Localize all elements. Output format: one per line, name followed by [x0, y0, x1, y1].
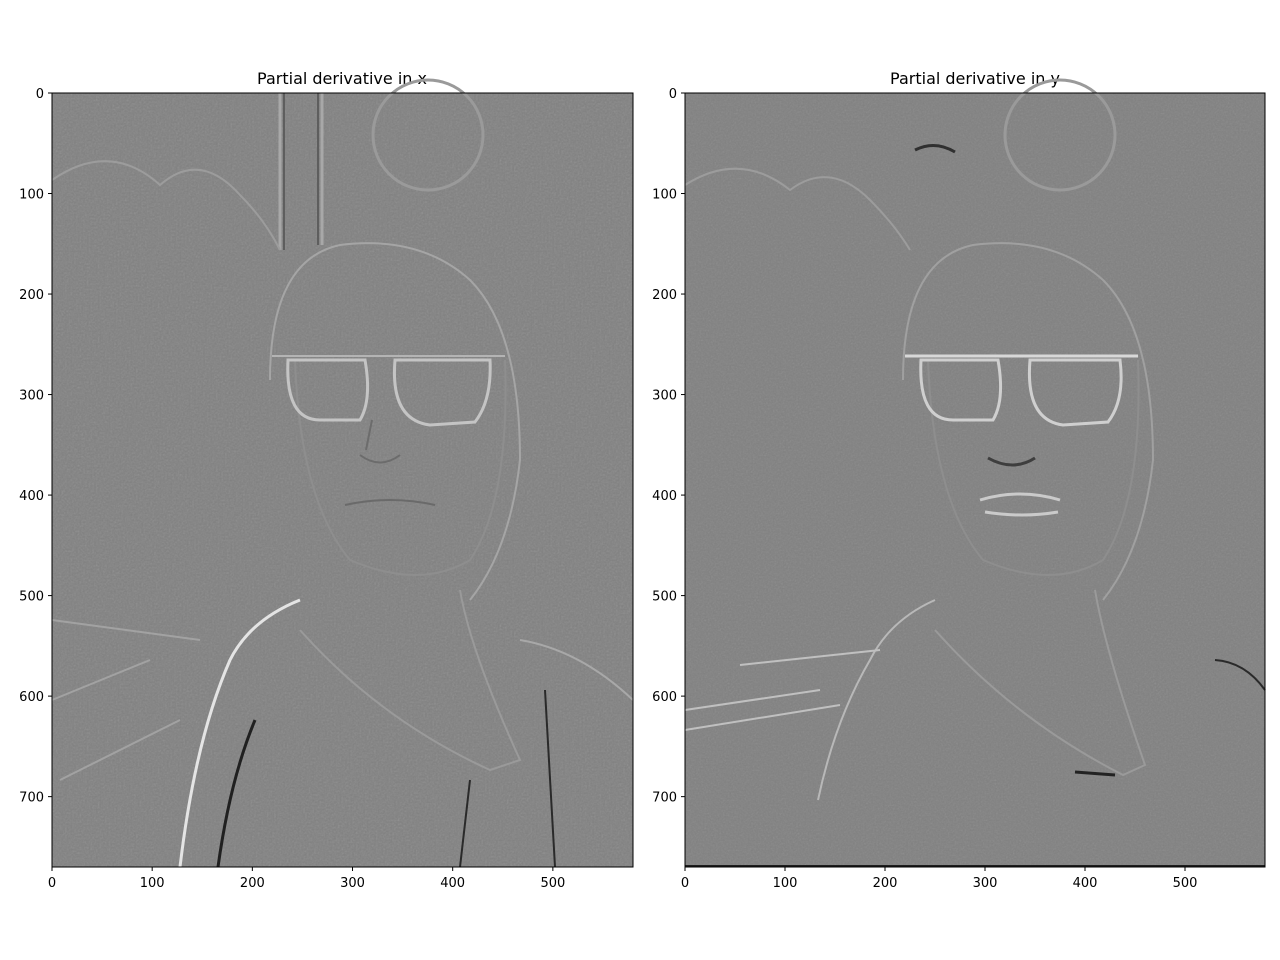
y-tick-label: 400 [652, 489, 677, 504]
edge-street-lines [51, 619, 201, 781]
edge-nose [359, 419, 401, 464]
y-tick-label: 300 [19, 389, 44, 404]
edge-mouth [979, 492, 1061, 517]
x-tick-label: 100 [773, 876, 798, 891]
edge-hair-outline [269, 242, 522, 601]
image-texture [685, 93, 1265, 867]
y-axis: 0 100 200 300 400 500 600 700 [652, 87, 685, 806]
x-axis: 0 100 200 300 400 500 [48, 867, 565, 891]
x-tick-label: 500 [1173, 876, 1198, 891]
y-tick-label: 200 [19, 288, 44, 303]
x-axis: 0 100 200 300 400 500 [681, 867, 1198, 891]
edge-features [684, 78, 1266, 867]
y-tick-label: 600 [19, 690, 44, 705]
edge-street-lines [684, 649, 881, 731]
edge-shoulder-right [1214, 659, 1266, 691]
y-tick-label: 300 [652, 389, 677, 404]
y-tick-label: 0 [669, 87, 677, 102]
subplot-title: Partial derivative in x [257, 69, 427, 88]
y-tick-label: 600 [652, 690, 677, 705]
image-texture [52, 93, 633, 867]
edge-collar [299, 589, 522, 772]
edge-lamp-post-dark [283, 93, 319, 250]
y-tick-label: 400 [19, 489, 44, 504]
edge-face-outline [294, 359, 507, 576]
edge-glasses-right [1027, 358, 1123, 427]
axes-frame [51, 92, 634, 868]
edge-face-outline [927, 359, 1140, 576]
edge-lamp-post [278, 93, 324, 250]
edge-shoulder-right [519, 639, 634, 701]
edge-strap-right [459, 689, 556, 868]
x-tick-label: 500 [540, 876, 565, 891]
x-tick-label: 200 [240, 876, 265, 891]
x-tick-label: 0 [681, 876, 689, 891]
y-tick-label: 0 [36, 87, 44, 102]
y-tick-label: 700 [19, 791, 44, 806]
edge-mouth [344, 499, 436, 506]
x-tick-label: 0 [48, 876, 56, 891]
axes-frame [684, 92, 1266, 868]
y-tick-label: 500 [19, 590, 44, 605]
y-tick-label: 700 [652, 791, 677, 806]
edge-nose [987, 456, 1036, 467]
subplot-dy: Partial derivative in y [652, 69, 1266, 891]
x-tick-label: 400 [440, 876, 465, 891]
x-tick-label: 300 [973, 876, 998, 891]
edge-jacket-left [817, 599, 936, 801]
edge-collar [934, 589, 1147, 777]
edge-features [51, 78, 634, 868]
edge-collar-dark [1074, 770, 1116, 777]
x-tick-label: 300 [340, 876, 365, 891]
x-tick-label: 100 [140, 876, 165, 891]
subplot-dx: Partial derivative in x [19, 69, 634, 891]
subplot-title: Partial derivative in y [890, 69, 1060, 88]
x-tick-label: 200 [873, 876, 898, 891]
y-tick-label: 200 [652, 288, 677, 303]
edge-lamp-post-top [914, 144, 956, 154]
x-tick-label: 400 [1073, 876, 1098, 891]
y-tick-label: 500 [652, 590, 677, 605]
edge-tree-canopy [51, 160, 281, 251]
image-area [684, 78, 1266, 867]
edge-glasses-left [919, 358, 1003, 422]
edge-glasses-left [286, 358, 370, 422]
edge-streetlight [371, 78, 485, 192]
edge-glasses-right [392, 358, 492, 427]
y-axis: 0 100 200 300 400 500 600 700 [19, 87, 52, 806]
edge-jacket-left [178, 598, 301, 868]
image-area [51, 78, 634, 868]
edge-hair-outline [902, 242, 1155, 601]
edge-streetlight [1003, 78, 1117, 192]
y-tick-label: 100 [652, 188, 677, 203]
y-tick-label: 100 [19, 188, 44, 203]
edge-jacket-left-dark [216, 719, 257, 868]
edge-tree-canopy [684, 167, 911, 251]
